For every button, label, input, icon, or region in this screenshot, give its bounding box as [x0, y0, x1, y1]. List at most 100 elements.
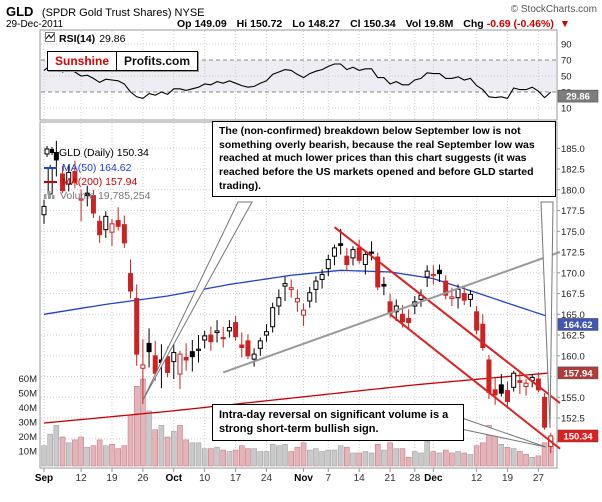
- rsi-chart-icon: [45, 32, 55, 45]
- svg-text:26: 26: [137, 473, 149, 484]
- trendlines: [222, 226, 561, 450]
- svg-text:175.0: 175.0: [561, 227, 585, 238]
- rsi-legend: RSI(14) 29.86: [45, 32, 125, 45]
- ma50-line: [43, 269, 551, 319]
- svg-text:Sep: Sep: [35, 473, 53, 484]
- svg-text:152.5: 152.5: [561, 414, 585, 425]
- svg-text:19: 19: [106, 473, 118, 484]
- svg-text:12: 12: [471, 473, 483, 484]
- ma50-line-icon: [44, 167, 57, 169]
- change-value: -0.69 (-0.46%): [486, 18, 554, 30]
- legend-item-volume: Volume 19,785,254: [44, 190, 151, 202]
- svg-text:180.0: 180.0: [561, 185, 585, 196]
- copyright: © StockCharts.com: [510, 4, 597, 15]
- logo-profits: Profits.com: [124, 54, 191, 68]
- annotation-breakdown-note: The (non-confirmed) breakdown below Sept…: [212, 121, 556, 198]
- svg-text:170.0: 170.0: [561, 268, 585, 279]
- svg-text:155.0: 155.0: [561, 393, 585, 404]
- svg-text:160.0: 160.0: [561, 351, 585, 362]
- volume-bars-icon: [44, 190, 55, 202]
- svg-text:30M: 30M: [19, 418, 38, 429]
- svg-text:50M: 50M: [19, 389, 38, 400]
- svg-text:27: 27: [533, 473, 545, 484]
- legend-item-ma200: MA(200) 157.94: [44, 176, 151, 188]
- svg-text:28: 28: [409, 473, 421, 484]
- panel-frames: [39, 29, 558, 469]
- svg-text:29.86: 29.86: [566, 92, 590, 103]
- legend-ma50-text: MA(50) 164.62: [62, 162, 132, 174]
- x-axis-labels: Sep 12 19 26 Oct 10 17 24 Nov 7 14 21 28 Dec 12 19 27: [35, 468, 545, 484]
- svg-text:157.94: 157.94: [563, 368, 593, 379]
- svg-text:70: 70: [561, 56, 572, 67]
- rsi-label: RSI(14): [59, 32, 96, 45]
- annotation-reversal-note: Intra-day reversal on significant volume…: [212, 404, 464, 441]
- svg-text:14: 14: [354, 473, 366, 484]
- svg-text:Oct: Oct: [165, 473, 182, 484]
- candles: [41, 140, 554, 454]
- volume-label: Vol: [405, 18, 422, 30]
- ticker-symbol: GLD: [6, 4, 34, 19]
- svg-text:164.62: 164.62: [563, 320, 592, 331]
- rsi-axis-labels: 9070503010: [561, 40, 572, 115]
- gridlines: [41, 31, 556, 467]
- price-axis-labels: 185.0 182.5 180.0 177.5 175.0 172.5 170.0 167.5…: [557, 144, 585, 425]
- low-label: Lo: [292, 18, 306, 30]
- ma200-line-icon: [44, 181, 57, 183]
- volume-value: 19.8M: [424, 18, 454, 30]
- svg-text:172.5: 172.5: [561, 248, 585, 259]
- svg-text:21: 21: [385, 473, 397, 484]
- value-boxes: 29.86 164.62 157.94 150.34: [557, 89, 599, 442]
- svg-text:162.5: 162.5: [561, 331, 585, 342]
- svg-text:185.0: 185.0: [561, 144, 585, 155]
- legend-item-ma50: MA(50) 164.62: [44, 162, 151, 174]
- svg-text:10: 10: [199, 473, 211, 484]
- price-legend: GLD (Daily) 150.34 MA(50) 164.62 MA(200)…: [44, 146, 151, 204]
- legend-item-gld: GLD (Daily) 150.34: [44, 146, 151, 160]
- open-label: Op: [177, 18, 192, 30]
- svg-text:20M: 20M: [19, 432, 38, 443]
- svg-text:60M: 60M: [19, 374, 38, 385]
- svg-text:17: 17: [230, 473, 242, 484]
- quote-bar: Op 149.09 Hi 150.72 Lo 148.27 Cl 150.34 Vol 1…: [170, 18, 570, 30]
- logo-sunshine: Sunshine: [48, 52, 118, 70]
- svg-text:24: 24: [261, 473, 273, 484]
- volume-bars: [41, 378, 554, 467]
- svg-text:10: 10: [561, 104, 572, 115]
- rsi-value: 29.86: [99, 32, 126, 45]
- legend-gld-text: GLD (Daily) 150.34: [59, 147, 149, 159]
- legend-volume-text: Volume 19,785,254: [60, 190, 151, 202]
- ticker-description: (SPDR Gold Trust Shares) NYSE: [41, 7, 205, 19]
- legend-ma200-text: MA(200) 157.94: [62, 176, 138, 188]
- down-arrow-icon: ▼: [559, 18, 571, 30]
- low-value: 148.27: [308, 18, 341, 30]
- svg-text:167.5: 167.5: [561, 289, 585, 300]
- ma200-line: [43, 372, 551, 424]
- svg-text:7: 7: [325, 473, 331, 484]
- svg-text:Nov: Nov: [294, 473, 313, 484]
- sunshine-profits-logo[interactable]: Sunshine Profits.com: [47, 51, 199, 71]
- svg-text:177.5: 177.5: [561, 206, 585, 217]
- svg-text:50: 50: [561, 72, 572, 83]
- rsi-line: [43, 63, 552, 100]
- svg-text:90: 90: [561, 40, 572, 51]
- callout-pointers: [142, 201, 554, 448]
- svg-text:Dec: Dec: [424, 473, 443, 484]
- change-label: Chg: [463, 18, 484, 30]
- close-label: Cl: [350, 18, 361, 30]
- svg-text:182.5: 182.5: [561, 165, 585, 176]
- svg-text:19: 19: [502, 473, 514, 484]
- high-label: Hi: [236, 18, 248, 30]
- candlestick-icon: [44, 146, 54, 160]
- open-value: 149.09: [194, 18, 227, 30]
- svg-text:165.0: 165.0: [561, 310, 585, 321]
- svg-text:40M: 40M: [19, 403, 38, 414]
- svg-text:150.34: 150.34: [563, 431, 593, 442]
- close-value: 150.34: [363, 18, 396, 30]
- high-value: 150.72: [250, 18, 283, 30]
- svg-text:12: 12: [76, 473, 88, 484]
- svg-text:10M: 10M: [19, 447, 38, 458]
- chart-date: 29-Dec-2011: [6, 19, 64, 30]
- volume-axis-labels: 60M 50M 40M 30M 20M 10M: [19, 374, 38, 458]
- header: GLD (SPDR Gold Trust Shares) NYSE: [6, 3, 205, 21]
